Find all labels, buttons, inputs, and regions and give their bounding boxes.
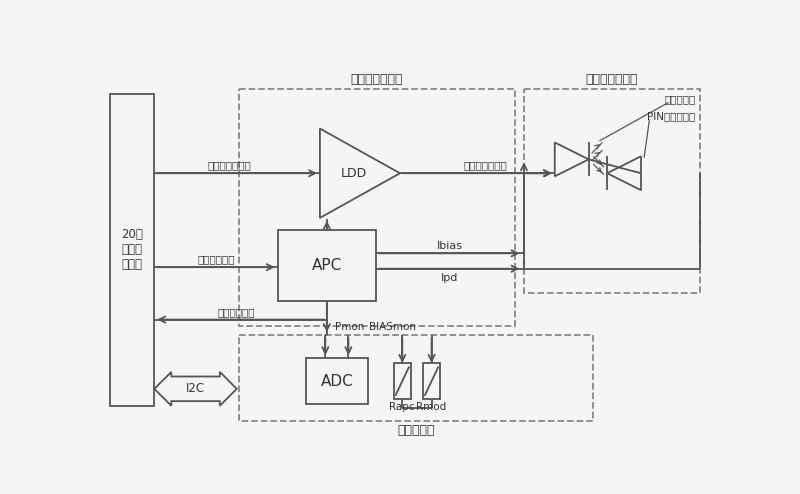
Text: LDD: LDD xyxy=(341,167,367,180)
Text: 故障指示信号: 故障指示信号 xyxy=(218,307,255,317)
Bar xyxy=(423,364,440,399)
Text: I2C: I2C xyxy=(186,382,205,395)
Text: ADC: ADC xyxy=(321,373,354,389)
Text: 控制器部分: 控制器部分 xyxy=(398,424,435,437)
Bar xyxy=(239,335,594,421)
Text: BIASmon: BIASmon xyxy=(369,322,416,332)
Text: 20脚
金手指
电接口: 20脚 金手指 电接口 xyxy=(121,228,143,271)
Text: Ipd: Ipd xyxy=(442,273,458,283)
Text: 激光器驱动部分: 激光器驱动部分 xyxy=(350,73,403,86)
Bar xyxy=(239,88,514,326)
Text: Rmod: Rmod xyxy=(417,402,446,412)
Text: PIN光电二极管: PIN光电二极管 xyxy=(647,111,696,121)
Text: 激光二极管: 激光二极管 xyxy=(665,94,696,104)
Text: Ibias: Ibias xyxy=(437,241,463,250)
Text: 发送端输入信号: 发送端输入信号 xyxy=(207,161,251,170)
Bar xyxy=(306,358,368,404)
Text: 激光器驱动信号: 激光器驱动信号 xyxy=(463,161,507,170)
Text: 关断控制信号: 关断控制信号 xyxy=(198,254,234,264)
Bar xyxy=(278,230,376,301)
Bar xyxy=(524,88,699,292)
Text: Rapc: Rapc xyxy=(390,402,415,412)
Text: APC: APC xyxy=(312,258,342,273)
Text: 光发送接口组件: 光发送接口组件 xyxy=(586,73,638,86)
Bar xyxy=(394,364,410,399)
Text: Pmon: Pmon xyxy=(334,322,364,332)
Bar xyxy=(110,94,154,406)
